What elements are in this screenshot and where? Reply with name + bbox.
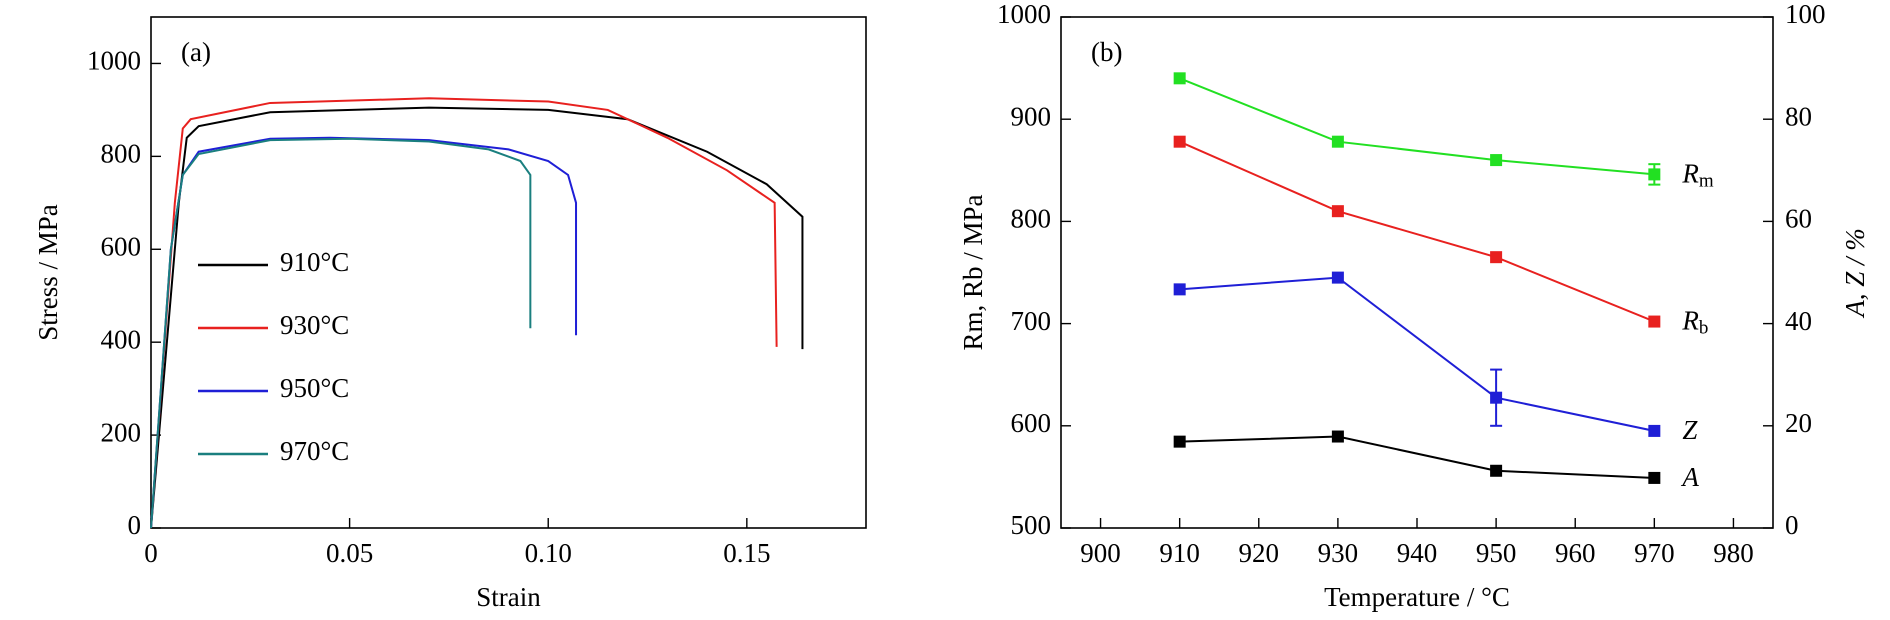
- series-label: A: [1680, 462, 1699, 492]
- y-tick-label: 1000: [997, 0, 1051, 29]
- y-tick-label: 600: [101, 231, 142, 261]
- marker: [1490, 391, 1503, 404]
- y-tick-label: 500: [1011, 510, 1052, 540]
- x-tick-label: 920: [1239, 538, 1280, 568]
- plot-frame: [150, 16, 867, 529]
- y2-axis-label: A, Z / %: [1840, 228, 1870, 319]
- y2-tick-label: 0: [1785, 510, 1799, 540]
- y2-tick-label: 20: [1785, 408, 1812, 438]
- marker: [1490, 251, 1503, 264]
- y-tick-label: 800: [1011, 204, 1052, 234]
- y-tick-label: 0: [128, 510, 142, 540]
- x-tick-label: 970: [1634, 538, 1675, 568]
- x-tick-label: 960: [1555, 538, 1596, 568]
- marker: [1490, 154, 1503, 167]
- y-axis-label: Stress / MPa: [33, 204, 63, 341]
- y-tick-label: 1000: [87, 46, 141, 76]
- y-tick-label: 200: [101, 417, 142, 447]
- x-tick-label: 950: [1476, 538, 1517, 568]
- y-tick-label: 800: [101, 139, 142, 169]
- y2-tick-label: 60: [1785, 204, 1812, 234]
- series-line: [150, 106, 804, 529]
- marker: [1173, 72, 1186, 85]
- series-line: [1179, 435, 1655, 479]
- x-tick-label: 940: [1397, 538, 1438, 568]
- marker: [1331, 271, 1344, 284]
- x-tick-label: 0: [144, 538, 158, 568]
- legend-label: 910°C: [280, 247, 349, 277]
- y2-tick-label: 80: [1785, 101, 1812, 131]
- series-line: [1179, 276, 1655, 432]
- series-line: [150, 136, 578, 529]
- plot-frame: [1060, 16, 1774, 529]
- series-label: Z: [1682, 415, 1698, 445]
- marker: [1648, 424, 1661, 437]
- marker: [1648, 471, 1661, 484]
- series-line: [150, 97, 778, 529]
- series-line: [150, 137, 532, 529]
- y-tick-label: 900: [1011, 101, 1052, 131]
- panel-label: (b): [1091, 37, 1122, 67]
- marker: [1173, 283, 1186, 296]
- y-tick-label: 400: [101, 324, 142, 354]
- y-tick-label: 600: [1011, 408, 1052, 438]
- y2-tick-label: 40: [1785, 306, 1812, 336]
- marker: [1331, 205, 1344, 218]
- marker: [1173, 135, 1186, 148]
- marker: [1648, 168, 1661, 181]
- series-label: Rb: [1681, 306, 1708, 339]
- panel-label: (a): [181, 37, 211, 67]
- marker: [1173, 435, 1186, 448]
- y-axis-label: Rm, Rb / MPa: [958, 194, 988, 350]
- x-tick-label: 910: [1159, 538, 1200, 568]
- x-tick-label: 0.10: [525, 538, 572, 568]
- series-line: [1179, 140, 1655, 323]
- y2-tick-label: 100: [1785, 0, 1826, 29]
- marker: [1331, 135, 1344, 148]
- legend-label: 930°C: [280, 310, 349, 340]
- marker: [1490, 464, 1503, 477]
- y-tick-label: 700: [1011, 306, 1052, 336]
- x-tick-label: 900: [1080, 538, 1121, 568]
- x-axis-label: Strain: [476, 582, 541, 612]
- marker: [1331, 430, 1344, 443]
- marker: [1648, 315, 1661, 328]
- series-line: [1179, 77, 1655, 176]
- x-axis-label: Temperature / °C: [1324, 582, 1510, 612]
- x-tick-label: 0.15: [723, 538, 770, 568]
- x-tick-label: 930: [1318, 538, 1359, 568]
- x-tick-label: 980: [1713, 538, 1754, 568]
- series-label: Rm: [1681, 159, 1714, 192]
- x-tick-label: 0.05: [326, 538, 373, 568]
- legend-label: 950°C: [280, 373, 349, 403]
- legend-label: 970°C: [280, 436, 349, 466]
